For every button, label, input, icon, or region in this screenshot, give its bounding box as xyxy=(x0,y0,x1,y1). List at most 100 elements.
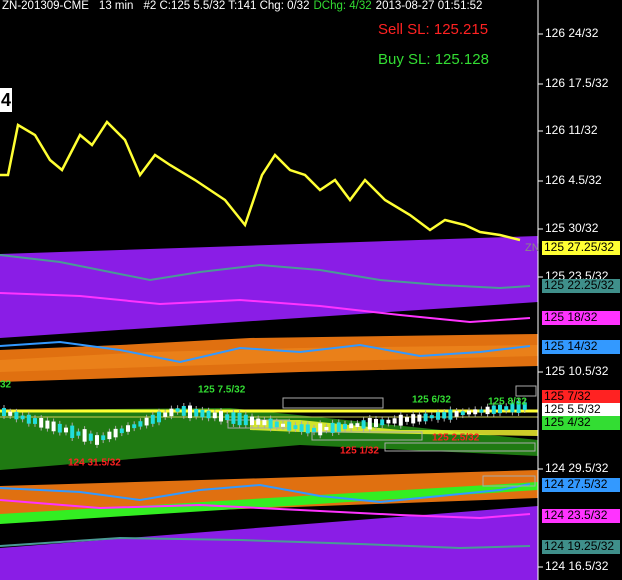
candle xyxy=(504,406,509,411)
candle xyxy=(8,411,13,416)
candle xyxy=(336,422,341,433)
candle xyxy=(330,422,335,433)
annotation: 125 7.5/32 xyxy=(198,385,246,396)
candle xyxy=(20,415,25,420)
candle xyxy=(367,417,372,430)
candle xyxy=(14,411,19,420)
price-tag: 125 4/32 xyxy=(544,415,591,429)
price-tag-bg xyxy=(542,416,620,430)
buy-stop: Buy SL: 125.128 xyxy=(378,51,489,68)
candle xyxy=(200,409,205,418)
candle xyxy=(132,424,137,429)
axis-label: 124 16.5/32 xyxy=(545,559,609,573)
candle xyxy=(51,421,56,432)
axis-label: 126 24/32 xyxy=(545,26,599,40)
upper-orange-inner xyxy=(0,345,538,372)
level-box xyxy=(311,431,423,441)
candle xyxy=(33,418,37,424)
interval: 13 min xyxy=(99,0,134,12)
candle xyxy=(225,414,230,421)
candle xyxy=(206,410,211,419)
lower-band xyxy=(0,506,538,580)
candle xyxy=(411,414,416,424)
candle xyxy=(312,427,316,433)
candle xyxy=(237,412,242,426)
price-tag: 124 27.5/32 xyxy=(544,477,608,491)
candle xyxy=(188,405,192,419)
candle xyxy=(144,417,149,426)
lower-teal-line xyxy=(0,536,531,550)
candle xyxy=(157,411,161,423)
axis-label: 125 10.5/32 xyxy=(545,364,609,378)
candle xyxy=(39,418,44,428)
candle xyxy=(231,412,236,424)
level-box xyxy=(482,475,536,487)
candle xyxy=(219,411,223,422)
candle xyxy=(355,423,360,428)
bar-number-box xyxy=(0,88,12,112)
candle xyxy=(516,400,521,413)
candle xyxy=(318,423,323,436)
bar-number: 4 xyxy=(1,90,11,110)
timestamp: 2013-08-27 01:51:52 xyxy=(376,0,483,12)
price-tags: 125 27.25/32 125 22.25/32 125 18/32 125 14/… xyxy=(542,240,620,554)
candle xyxy=(175,408,180,412)
candle xyxy=(485,406,490,415)
level-box xyxy=(282,397,384,409)
candle xyxy=(281,423,285,427)
price-tag-bg xyxy=(542,390,620,404)
candle xyxy=(429,415,434,419)
lower-magenta-line xyxy=(0,499,531,520)
candle xyxy=(448,409,453,420)
candle xyxy=(467,410,471,415)
candle xyxy=(101,435,106,441)
candle xyxy=(169,408,174,417)
candle xyxy=(423,413,428,422)
candle xyxy=(324,426,329,431)
candle xyxy=(57,423,62,433)
annotations: 125 7.5/32 125 6/32 125 8/32 124 31.5/32 125… xyxy=(68,385,527,469)
sell-stop: Sell SL: 125.215 xyxy=(378,21,488,38)
candle xyxy=(386,419,391,424)
price-tag-bg xyxy=(542,540,620,554)
candle xyxy=(262,420,267,426)
dchg: DChg: 4/32 xyxy=(313,0,371,12)
candle xyxy=(398,414,403,426)
price-tag: 125 18/32 xyxy=(544,310,598,324)
candle xyxy=(181,405,186,416)
symbol: ZN-201309-CME xyxy=(2,0,89,12)
candle xyxy=(212,412,217,419)
candle xyxy=(119,428,124,434)
candle xyxy=(88,433,93,441)
candle xyxy=(2,408,6,416)
price-tag: 125 27.25/32 xyxy=(544,240,614,254)
magenta-line xyxy=(0,292,531,324)
candle xyxy=(243,414,248,426)
candle xyxy=(287,421,292,431)
candle xyxy=(95,435,99,445)
candle xyxy=(417,414,422,422)
symbol-tag: ZN xyxy=(525,242,540,254)
candle xyxy=(392,418,397,424)
axis-label: 125 30/32 xyxy=(545,221,599,235)
candle xyxy=(70,425,75,438)
price-tag: 125 14/32 xyxy=(544,339,598,353)
candle xyxy=(126,425,130,432)
price-tag-bg xyxy=(542,311,620,325)
candle xyxy=(113,428,118,438)
candle xyxy=(45,420,50,429)
price-tag: 125 22.25/32 xyxy=(544,278,614,292)
teal-line xyxy=(0,254,531,290)
price-tag-bg xyxy=(542,340,620,354)
candle xyxy=(293,425,298,430)
price-tag-bg xyxy=(542,279,620,293)
price-axis: 126 24/32 126 17.5/32 126 11/32 126 4.5/32 1… xyxy=(538,26,609,573)
candle xyxy=(256,418,261,425)
candle xyxy=(163,412,168,417)
candle xyxy=(380,419,385,426)
annotation: 125 6/32 xyxy=(412,395,451,406)
candle xyxy=(76,431,81,436)
upper-band xyxy=(0,236,538,338)
candle xyxy=(64,427,68,433)
